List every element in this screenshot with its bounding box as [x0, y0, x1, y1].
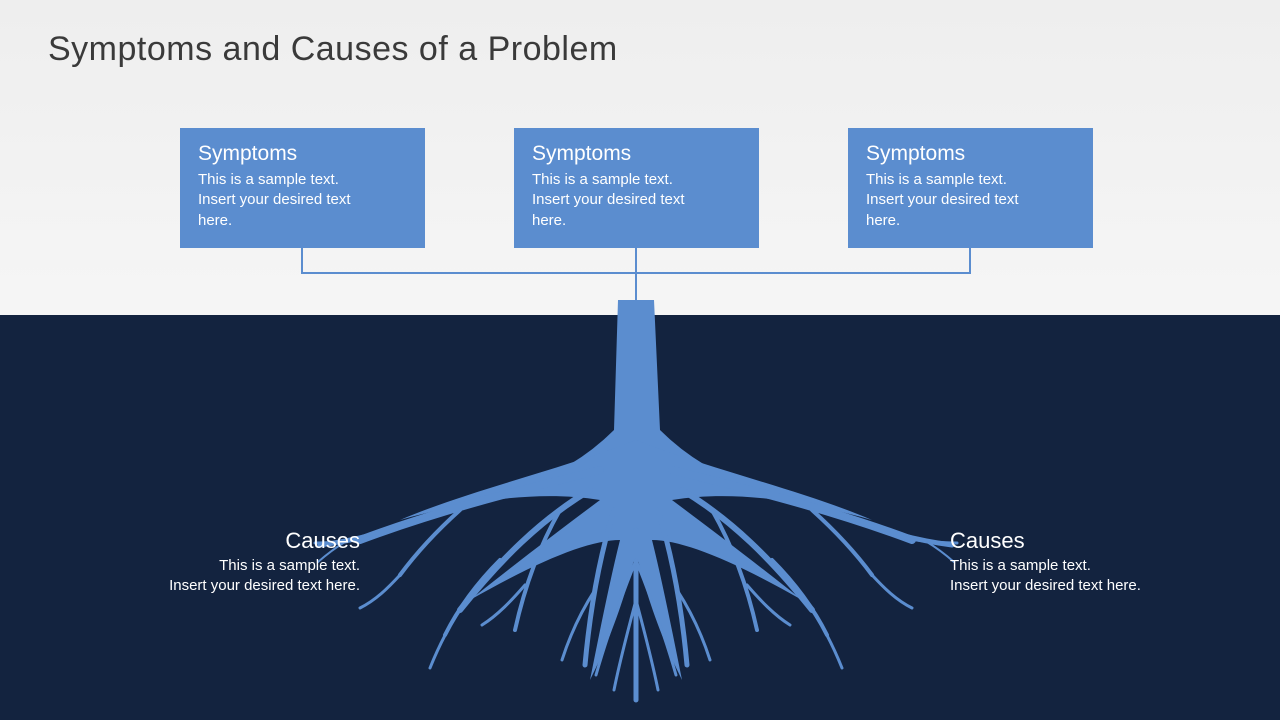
cause-left: Causes This is a sample text. Insert you… — [80, 528, 360, 597]
symptom-body: This is a sample text. Insert your desir… — [532, 170, 741, 231]
symptom-body: This is a sample text. Insert your desir… — [198, 170, 407, 231]
cause-body: This is a sample text. Insert your desir… — [80, 556, 360, 597]
connector-drop-3 — [969, 248, 971, 272]
connector-center-drop — [635, 272, 637, 302]
slide: Symptoms and Causes of a Problem Symptom… — [0, 0, 1280, 720]
symptom-box-3: Symptoms This is a sample text. Insert y… — [848, 128, 1093, 248]
ground-panel — [0, 315, 1280, 720]
symptom-title: Symptoms — [532, 142, 741, 166]
symptom-title: Symptoms — [866, 142, 1075, 166]
connector-drop-1 — [301, 248, 303, 272]
cause-title: Causes — [950, 528, 1230, 554]
symptom-title: Symptoms — [198, 142, 407, 166]
connector-drop-2 — [635, 248, 637, 272]
symptom-box-2: Symptoms This is a sample text. Insert y… — [514, 128, 759, 248]
symptom-box-1: Symptoms This is a sample text. Insert y… — [180, 128, 425, 248]
cause-title: Causes — [80, 528, 360, 554]
symptom-body: This is a sample text. Insert your desir… — [866, 170, 1075, 231]
cause-body: This is a sample text. Insert your desir… — [950, 556, 1230, 597]
cause-right: Causes This is a sample text. Insert you… — [950, 528, 1230, 597]
slide-title: Symptoms and Causes of a Problem — [48, 30, 618, 69]
